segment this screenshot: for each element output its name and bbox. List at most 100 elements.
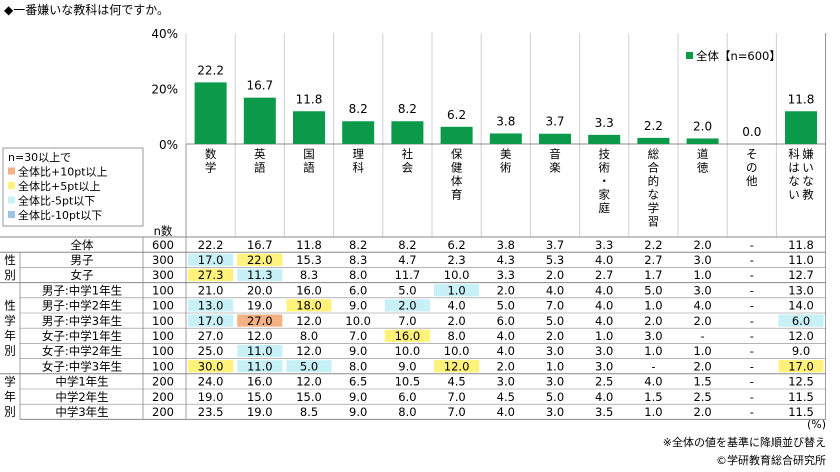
row-label: 男子:中学1年生 [42,283,122,297]
table-cell: 2.3 [447,253,465,267]
row-label: 女子:中学1年生 [42,329,122,343]
bar-value-label: 3.3 [595,116,614,130]
table-cell: - [701,329,705,343]
highlight-cell [237,344,283,358]
table-cell: 8.2 [349,238,367,252]
table-cell: 8.2 [398,238,416,252]
table-cell: 2.0 [644,314,662,328]
table-cell: - [750,299,754,313]
table-cell: 11.3 [247,268,273,282]
bar [440,126,473,144]
category-label: 国語 [303,147,315,175]
table-cell: 1.0 [693,344,711,358]
table-cell: 8.0 [349,268,367,282]
table-cell: 11.5 [788,390,814,404]
table-cell: 7.0 [349,329,367,343]
table-cell: 9.0 [349,390,367,404]
table-cell: 30.0 [198,359,224,373]
table-cell: 14.0 [788,299,814,313]
category-label: 総合的な学習 [648,147,660,229]
table-cell: 4.3 [497,253,515,267]
row-n: 600 [152,238,174,252]
row-label: 女子:中学2年生 [42,344,122,358]
table-cell: 4.0 [546,283,564,297]
table-cell: 27.3 [198,268,224,282]
highlight-key-item: 全体比+10pt以上 [18,165,108,179]
table-cell: 8.3 [300,268,318,282]
highlight-cell [384,299,430,312]
table-cell: 10.0 [444,268,470,282]
row-label: 中学2年生 [55,390,108,404]
table-cell: 2.7 [595,268,613,282]
table-cell: 4.0 [595,253,613,267]
table-cell: 3.7 [546,238,564,252]
table-cell: 4.5 [447,375,465,389]
table-cell: 3.0 [497,375,515,389]
table-cell: - [750,253,754,267]
highlight-key-swatch [8,211,15,218]
table-cell: 8.0 [447,329,465,343]
table-cell: 12.0 [444,359,470,373]
row-label: 全体 [71,238,94,252]
table-cell: 11.0 [247,344,273,358]
row-n: 100 [152,359,174,373]
table-cell: 5.0 [546,314,564,328]
table-cell: 1.0 [644,405,662,419]
table-cell: 22.0 [247,253,273,267]
unit-note: (%) [807,418,826,431]
row-n: 200 [152,390,174,404]
row-n: 200 [152,375,174,389]
table-cell: 16.0 [296,283,322,297]
highlight-cell [188,268,234,282]
table-cell: 3.8 [497,238,515,252]
table-cell: 7.0 [546,299,564,313]
category-label: 保健体育 [451,147,463,202]
y-axis: 40% 20% 0% [151,27,178,152]
bar [539,133,571,144]
table-cell: 12.0 [247,329,273,343]
table-cell: - [750,359,754,373]
table-cell: 8.3 [349,253,367,267]
table-cell: 23.5 [198,405,224,419]
row-label: 女子:中学3年生 [42,359,122,373]
table-cell: 25.0 [198,344,224,358]
highlight-key-swatch [8,182,15,189]
group-label: 性学年別 [4,299,16,358]
highlight-cell [778,360,824,373]
table-cell: 4.0 [497,344,515,358]
table-cell: 20.0 [247,283,273,297]
table-cell: 1.0 [546,359,564,373]
table-cell: 5.0 [300,359,318,373]
highlight-cell [188,314,234,327]
table-cell: 27.0 [247,314,273,328]
table-cell: 12.5 [788,375,814,389]
table-cell: 9.0 [349,299,367,313]
table-cell: 2.0 [546,329,564,343]
table-cell: - [750,344,754,358]
table-cell: - [750,268,754,282]
chart-title: ◆一番嫌いな教科は何ですか。 [4,2,169,17]
row-n: 200 [152,405,174,419]
table-cell: - [750,283,754,297]
highlight-key-item: 全体比+5pt以上 [18,179,101,193]
table-cell: 16.7 [247,238,273,252]
y-tick-label: 20% [151,83,178,97]
category-labels: 数学 英語 国語 理科 社会 保健体育 美術 音楽 技術・家庭 総合的な学習 道徳 その他 嫌いな教科は… [205,147,814,229]
row-label: 女子 [71,268,94,282]
table-cell: 2.0 [398,299,416,313]
bar [588,134,621,144]
bar-value-label: 2.0 [693,119,712,133]
table-cell: 19.0 [247,405,273,419]
highlight-cell [237,253,283,266]
highlight-key-item: n=30以上で [8,151,71,164]
legend-swatch [686,52,693,59]
table-cell: 6.0 [792,314,810,328]
table-cell: 24.0 [198,375,224,389]
table-cell: 4.0 [447,299,465,313]
legend-label: 全体【n=600】 [696,49,781,63]
legend: 全体【n=600】 [686,49,781,63]
table-cell: 1.0 [693,268,711,282]
table-cell: 15.3 [296,253,322,267]
table-cell: 10.0 [395,344,421,358]
footnotes: (%) ※全体の値を基準に降順並び替え ©学研教育総合研究所 [663,418,826,467]
